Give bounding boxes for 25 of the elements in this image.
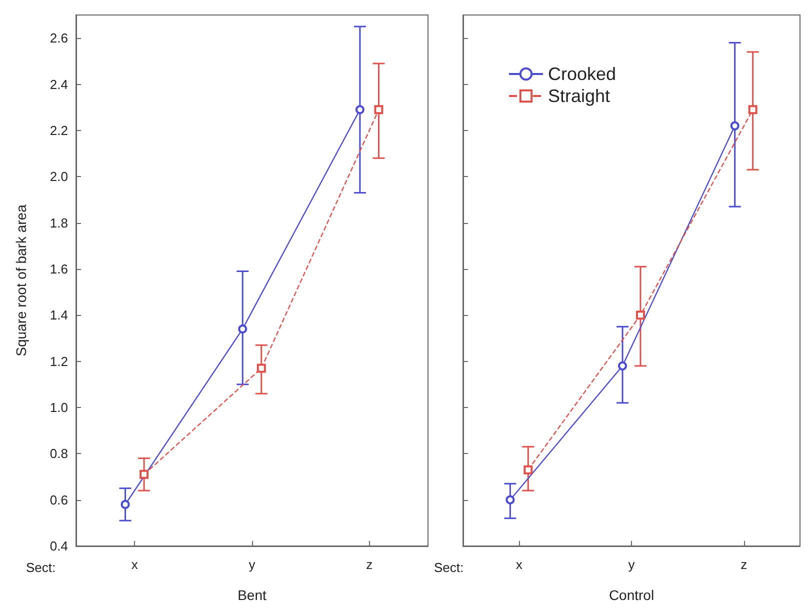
y-axis-title: Square root of bark area [13, 204, 29, 356]
y-tick-label: 1.6 [50, 261, 68, 276]
text: Sect: [434, 560, 464, 575]
legend-label: Straight [548, 86, 610, 106]
y-tick-label: 1.2 [50, 354, 68, 369]
y-tick-label: 0.4 [50, 538, 68, 554]
x-tick-label: z [740, 557, 748, 572]
y-tick-label: 1.4 [50, 308, 68, 323]
y-tick-label: 2.4 [50, 76, 68, 92]
y-tick-label: 2.0 [50, 169, 68, 184]
x-axis-title: Bent [238, 587, 267, 603]
y-tick-label: 1.0 [50, 400, 68, 415]
x-tick-label: y [628, 557, 636, 572]
legend-label: Crooked [548, 64, 616, 84]
y-tick-label: 0.8 [50, 446, 68, 462]
y-tick-label: 2.2 [50, 122, 68, 138]
y-tick-label: 2.6 [50, 30, 68, 46]
x-tick-label: z [366, 557, 373, 572]
x-tick-label: x [131, 557, 138, 572]
x-tick-label: x [516, 557, 523, 572]
x-tick-label: y [248, 557, 256, 572]
y-tick-label: 1.8 [50, 215, 68, 230]
text: Sect: [26, 560, 56, 575]
y-tick-label: 0.6 [50, 492, 68, 508]
x-axis-title: Control [608, 587, 654, 603]
